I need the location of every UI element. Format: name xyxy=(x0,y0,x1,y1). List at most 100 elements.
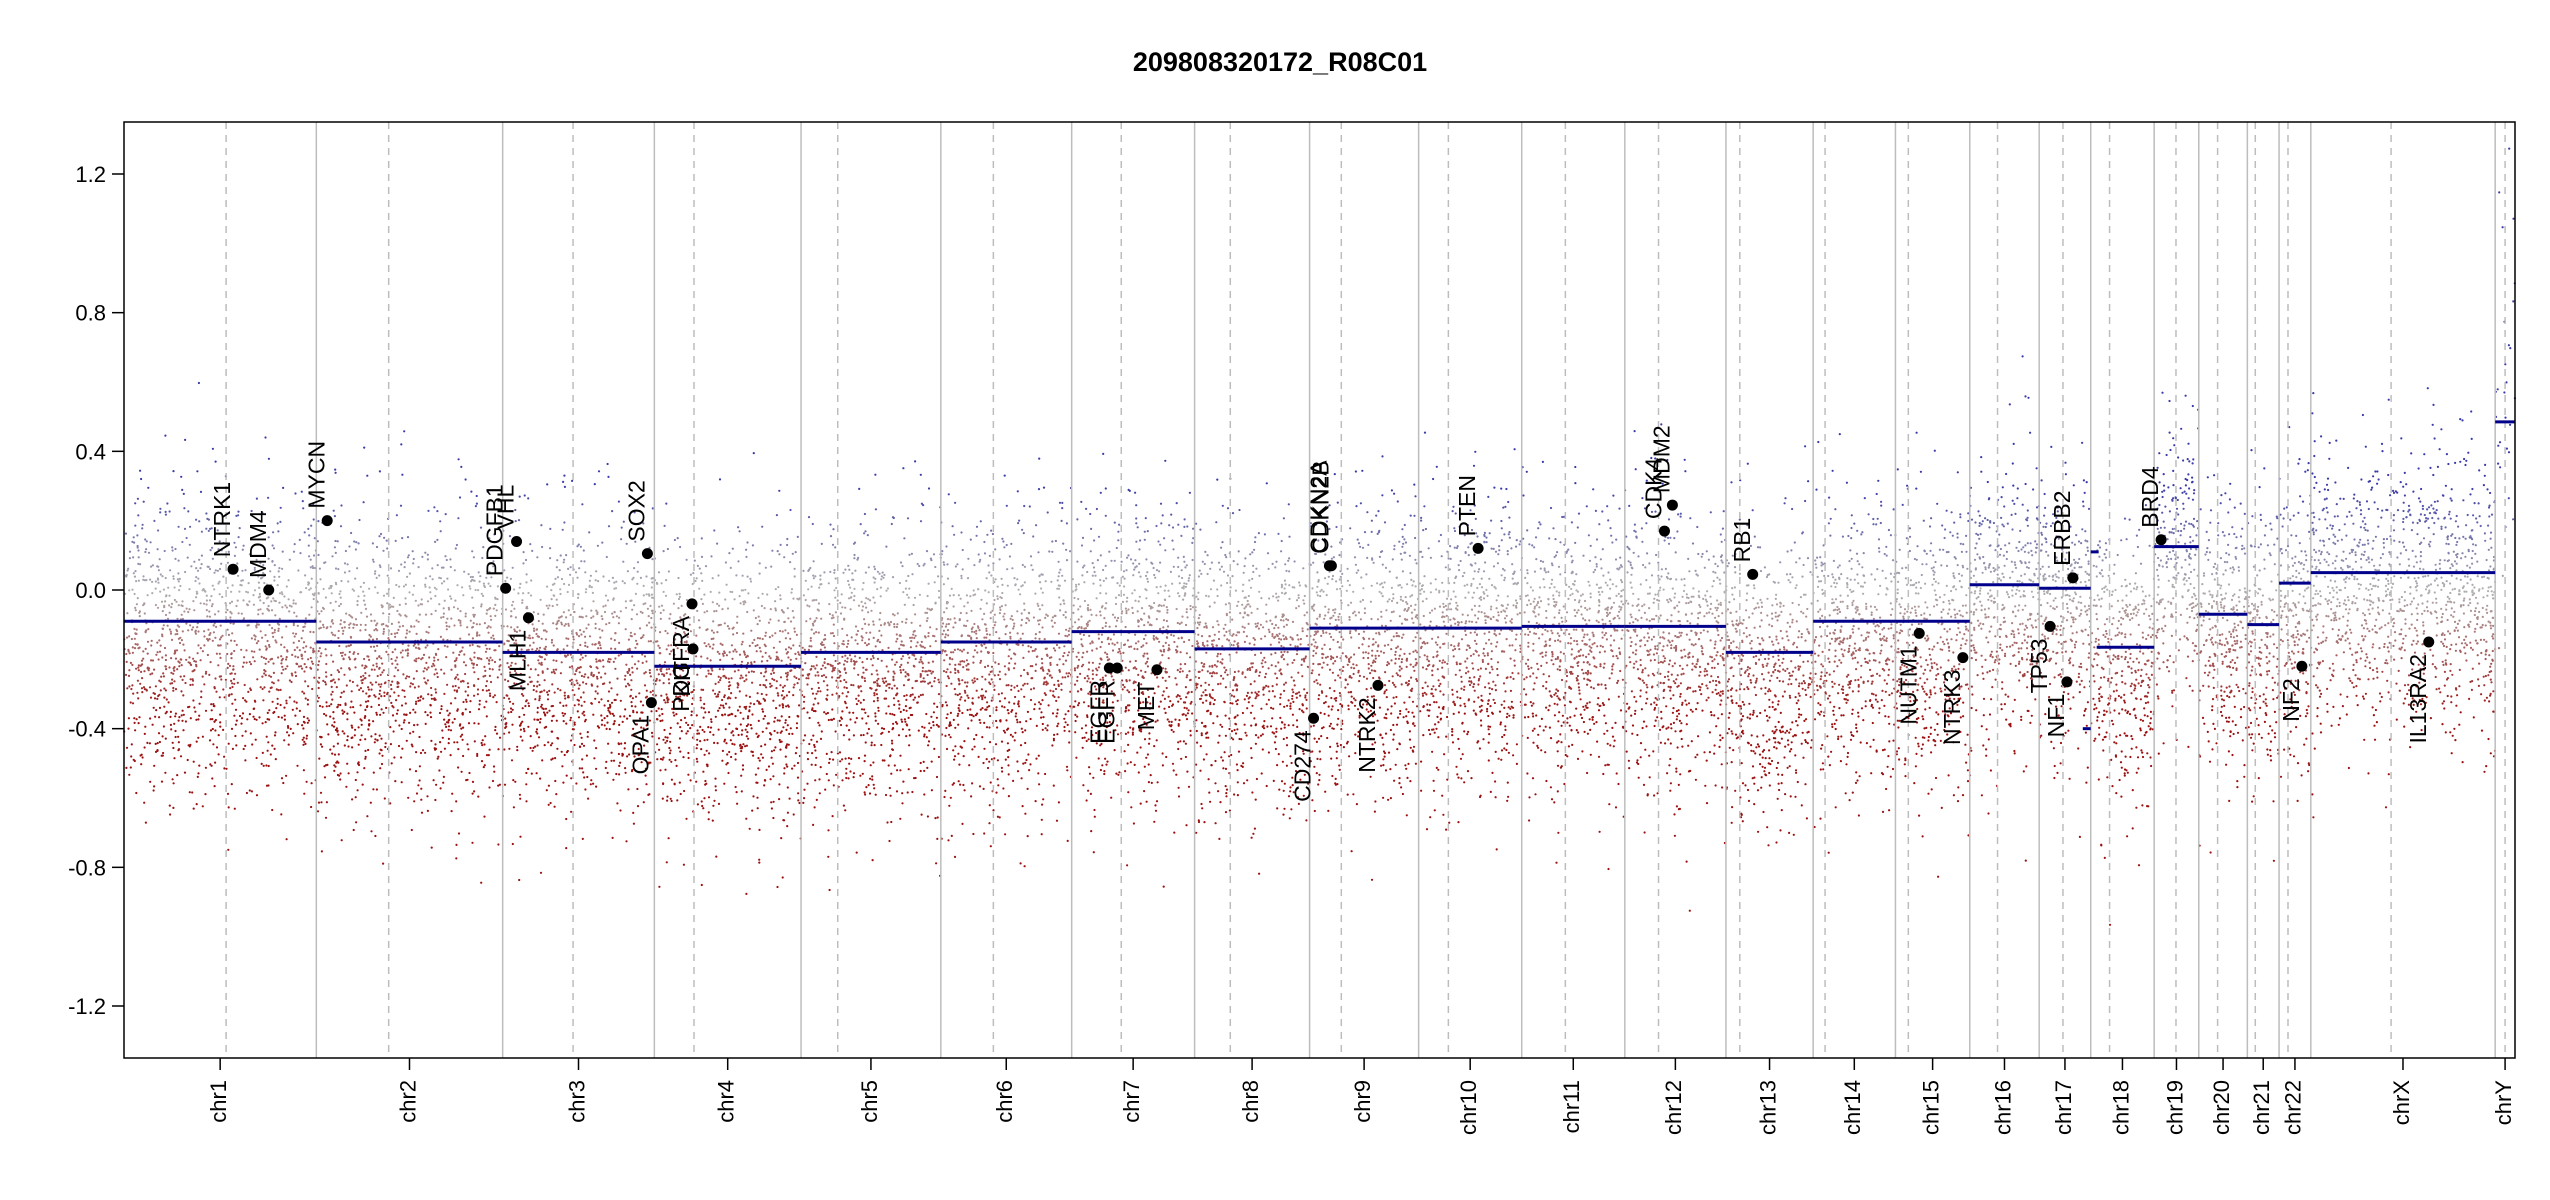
probe-point xyxy=(847,639,850,642)
probe-point xyxy=(325,714,328,717)
probe-point xyxy=(911,790,914,794)
probe-point xyxy=(703,753,706,756)
probe-point xyxy=(565,637,568,640)
probe-point xyxy=(149,717,152,720)
probe-point xyxy=(263,669,266,672)
probe-point xyxy=(305,780,308,783)
probe-point xyxy=(440,705,443,708)
probe-point xyxy=(445,558,448,562)
probe-point xyxy=(162,588,165,591)
probe-point xyxy=(136,544,139,548)
probe-point xyxy=(230,657,233,660)
probe-point xyxy=(373,668,376,671)
probe-point xyxy=(852,542,856,545)
probe-point xyxy=(922,760,925,764)
probe-point xyxy=(1028,769,1031,772)
probe-point xyxy=(625,840,628,843)
probe-point xyxy=(247,690,250,694)
probe-point xyxy=(426,644,429,647)
probe-point xyxy=(364,755,367,759)
probe-point xyxy=(707,669,710,672)
probe-point xyxy=(551,742,554,745)
probe-point xyxy=(354,666,357,669)
probe-point xyxy=(255,718,258,721)
probe-point xyxy=(418,779,421,782)
probe-point xyxy=(759,650,762,653)
probe-point xyxy=(484,735,487,738)
probe-point xyxy=(188,543,191,546)
probe-point xyxy=(330,631,333,634)
probe-point xyxy=(549,547,552,550)
probe-point xyxy=(138,611,141,614)
probe-point xyxy=(826,684,829,687)
probe-point xyxy=(773,678,776,682)
probe-point xyxy=(668,617,671,620)
probe-point xyxy=(845,681,848,684)
probe-point xyxy=(181,488,184,491)
probe-point xyxy=(297,665,301,668)
probe-point xyxy=(687,756,690,760)
probe-point xyxy=(231,682,234,685)
probe-point xyxy=(565,722,568,725)
probe-point xyxy=(758,861,761,864)
probe-point xyxy=(806,751,809,755)
probe-point xyxy=(661,673,664,676)
probe-point xyxy=(510,759,514,762)
probe-point xyxy=(214,761,217,764)
probe-point xyxy=(173,680,176,683)
probe-point xyxy=(409,682,413,685)
probe-point xyxy=(624,606,628,609)
probe-point xyxy=(218,696,221,699)
probe-point xyxy=(630,701,633,704)
probe-point xyxy=(699,740,702,743)
probe-point xyxy=(806,711,809,714)
probe-point xyxy=(779,684,782,687)
probe-point xyxy=(758,637,762,640)
probe-point xyxy=(864,602,867,605)
probe-point xyxy=(818,792,821,795)
probe-point xyxy=(152,692,155,695)
probe-point xyxy=(556,736,559,740)
probe-point xyxy=(519,667,522,670)
probe-point xyxy=(680,618,683,621)
probe-point xyxy=(1022,532,1025,535)
probe-point xyxy=(132,758,135,761)
probe-point xyxy=(721,608,724,611)
probe-point xyxy=(284,604,287,607)
probe-point xyxy=(569,653,572,656)
probe-point xyxy=(802,594,806,597)
probe-point xyxy=(906,791,909,794)
probe-point xyxy=(125,746,129,749)
probe-point xyxy=(471,625,474,629)
probe-point xyxy=(442,638,445,641)
probe-point xyxy=(919,761,922,765)
probe-point xyxy=(595,767,598,770)
probe-point xyxy=(767,621,771,624)
probe-point xyxy=(518,878,521,882)
probe-point xyxy=(880,575,884,578)
probe-point xyxy=(348,613,351,617)
probe-point xyxy=(466,694,470,697)
probe-point xyxy=(897,734,901,737)
probe-point xyxy=(801,674,805,677)
probe-point xyxy=(583,675,586,678)
probe-point xyxy=(340,691,343,694)
probe-point xyxy=(414,770,418,773)
probe-point xyxy=(573,743,576,747)
probe-point xyxy=(309,566,312,569)
probe-point xyxy=(819,737,823,741)
probe-point xyxy=(410,625,413,628)
probe-point xyxy=(337,670,341,674)
probe-point xyxy=(634,646,637,649)
probe-point xyxy=(288,610,291,613)
probe-point xyxy=(919,674,922,677)
probe-point xyxy=(529,637,532,640)
probe-point xyxy=(915,679,919,683)
probe-point xyxy=(930,726,933,729)
probe-point xyxy=(442,607,445,610)
probe-point xyxy=(208,567,212,571)
probe-point xyxy=(127,567,130,570)
probe-point xyxy=(677,746,681,749)
probe-point xyxy=(821,664,825,667)
probe-point xyxy=(847,564,850,567)
